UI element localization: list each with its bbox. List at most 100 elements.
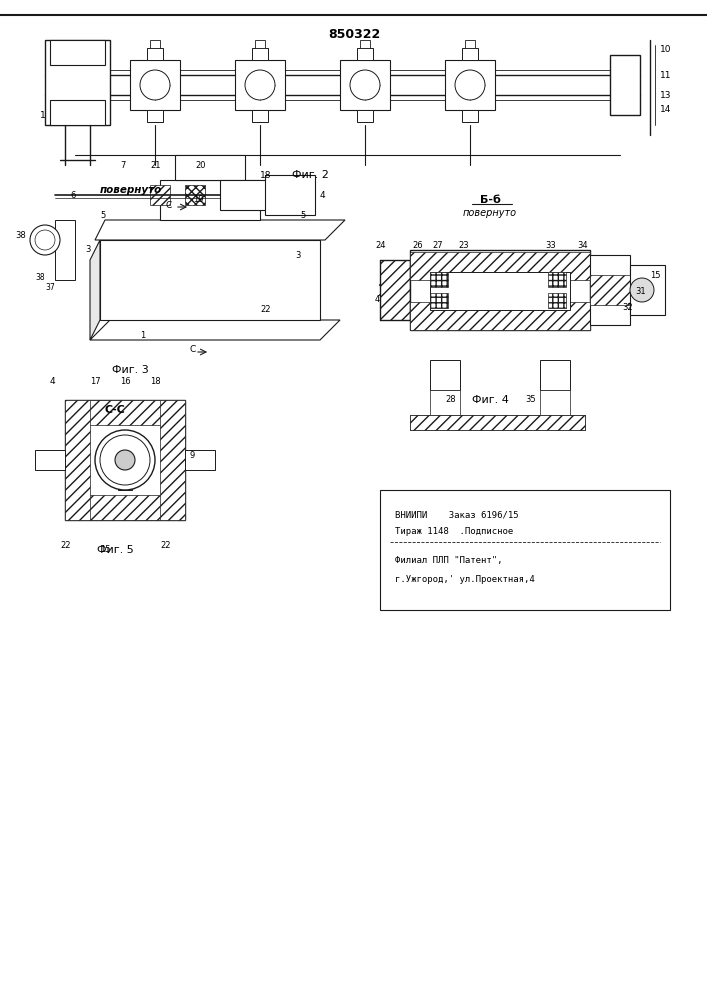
Bar (50, 100, 105, 125)
Text: 4: 4 (320, 190, 326, 200)
Text: 38: 38 (15, 231, 25, 239)
Bar (255, 40, 265, 48)
Bar (175, 155, 245, 180)
Circle shape (115, 450, 135, 470)
Bar (100, 240, 320, 320)
Text: 11: 11 (660, 70, 672, 80)
Text: 32: 32 (622, 302, 633, 312)
Text: 1: 1 (40, 110, 46, 119)
Bar (410, 252, 590, 280)
Bar (35, 450, 65, 470)
Circle shape (30, 225, 60, 255)
Bar (610, 55, 640, 115)
Bar (410, 415, 585, 430)
Text: С-С: С-С (105, 405, 125, 415)
Text: 21: 21 (150, 160, 160, 169)
Text: 18: 18 (260, 170, 271, 180)
Text: 28: 28 (445, 395, 455, 404)
Bar (380, 490, 670, 610)
Text: С: С (190, 346, 197, 355)
Bar (160, 180, 260, 220)
Circle shape (350, 70, 380, 100)
Text: 33: 33 (545, 240, 556, 249)
Text: повернуто: повернуто (100, 185, 162, 195)
Bar (590, 255, 630, 325)
Text: 5: 5 (100, 211, 105, 220)
Bar (252, 110, 268, 122)
Bar (380, 260, 410, 320)
Text: 3: 3 (85, 245, 90, 254)
Bar (150, 185, 170, 205)
Bar (462, 110, 478, 122)
Text: 850322: 850322 (328, 28, 380, 41)
Bar (430, 360, 460, 390)
Bar (410, 302, 590, 330)
Text: 24: 24 (375, 240, 385, 249)
Text: 23: 23 (458, 240, 469, 249)
Bar (465, 40, 475, 48)
Text: 4: 4 (375, 296, 380, 304)
Bar (252, 48, 268, 60)
Bar (220, 180, 270, 210)
Text: 4: 4 (50, 377, 56, 386)
Text: ВНИИПИ    Заказ 6196/15: ВНИИПИ Заказ 6196/15 (395, 510, 519, 520)
Text: 22: 22 (160, 540, 170, 550)
Bar (340, 60, 390, 110)
Bar (235, 60, 285, 110)
Bar (540, 360, 570, 390)
Text: 31: 31 (635, 288, 645, 296)
Text: 9: 9 (190, 450, 195, 460)
Text: 7: 7 (120, 160, 125, 169)
Bar (50, 40, 105, 65)
Text: 18: 18 (150, 377, 160, 386)
Bar (147, 48, 163, 60)
Bar (630, 265, 665, 315)
Bar (65, 400, 185, 425)
Text: 22: 22 (60, 540, 71, 550)
Bar (185, 450, 215, 470)
Text: 15: 15 (650, 270, 660, 279)
Text: Фиг. 3: Фиг. 3 (112, 365, 148, 375)
Text: 38: 38 (35, 273, 45, 282)
Text: повернуто: повернуто (463, 208, 517, 218)
Bar (548, 293, 566, 308)
Bar (55, 220, 75, 280)
Circle shape (140, 70, 170, 100)
Text: г.Ужгород,' ул.Проектная,4: г.Ужгород,' ул.Проектная,4 (395, 576, 534, 584)
Text: 22: 22 (260, 306, 271, 314)
Bar (45, 40, 110, 125)
Text: С: С (165, 200, 171, 210)
Text: 3: 3 (295, 250, 300, 259)
Text: Фиг. 2: Фиг. 2 (291, 170, 329, 180)
Text: 27: 27 (432, 240, 443, 249)
Text: Фиг. 4: Фиг. 4 (472, 395, 508, 405)
Text: Тираж 1148  .Подписное: Тираж 1148 .Подписное (395, 528, 513, 536)
Circle shape (455, 70, 485, 100)
Circle shape (35, 230, 55, 250)
Bar (185, 185, 205, 205)
Text: 26: 26 (412, 240, 423, 249)
Text: 6: 6 (70, 190, 76, 200)
Circle shape (630, 278, 654, 302)
Bar (410, 415, 585, 430)
Text: 35: 35 (525, 395, 536, 404)
Text: 16: 16 (120, 377, 131, 386)
Bar (430, 272, 448, 287)
Text: 5: 5 (300, 211, 305, 220)
Bar (160, 400, 185, 520)
Bar (462, 48, 478, 60)
Bar (150, 40, 160, 48)
Bar (590, 275, 630, 305)
Bar (265, 175, 315, 215)
Bar (147, 110, 163, 122)
Bar (445, 60, 495, 110)
Bar (430, 390, 460, 415)
Bar (360, 40, 370, 48)
Polygon shape (90, 320, 340, 340)
Text: 17: 17 (90, 377, 100, 386)
Text: Б-б: Б-б (479, 195, 501, 205)
Text: 10: 10 (660, 45, 672, 54)
Text: 20: 20 (195, 160, 206, 169)
Bar (410, 250, 590, 330)
Bar (430, 272, 570, 310)
